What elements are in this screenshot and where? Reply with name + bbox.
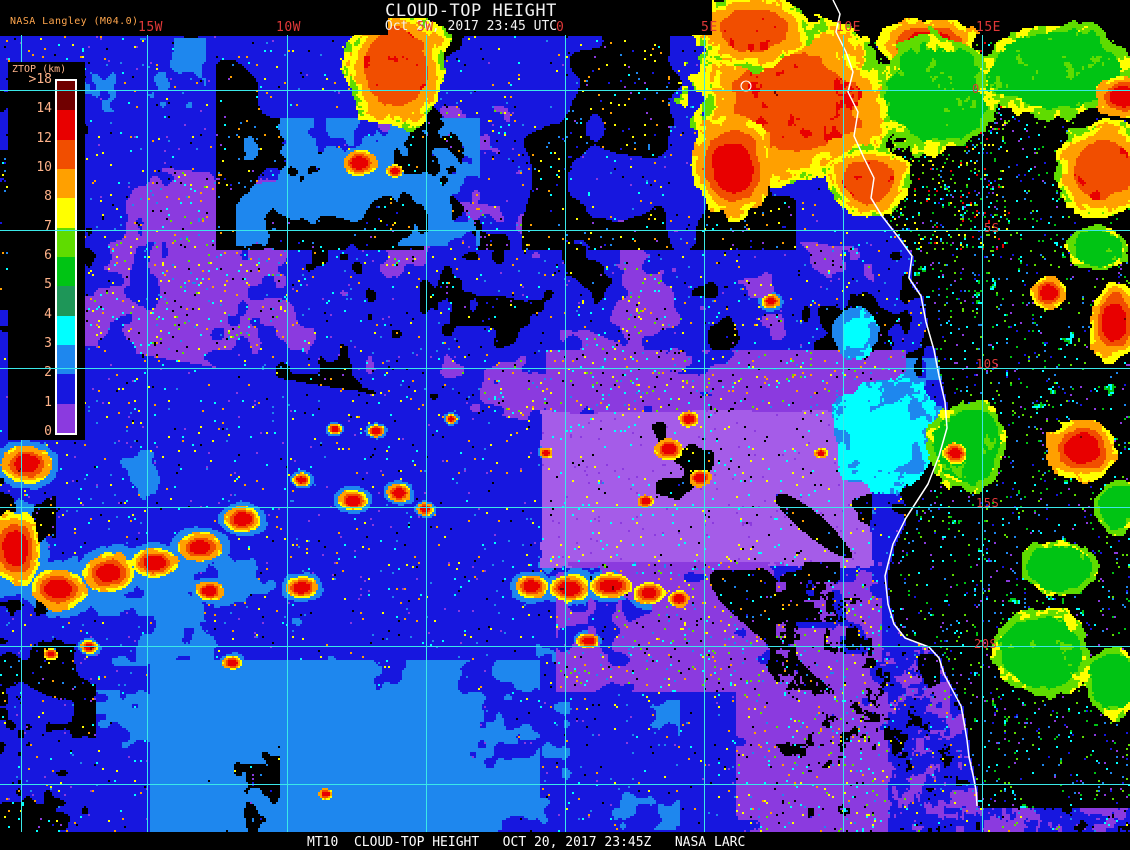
legend-color-swatch [57, 198, 75, 228]
legend-scale-label: 8 [44, 189, 52, 205]
legend-color-swatch [57, 315, 75, 345]
meridian-grid-line [287, 35, 288, 832]
meridian-grid-line [565, 35, 566, 832]
legend-color-swatch [57, 286, 75, 316]
latitude-label: 0 [972, 82, 980, 96]
legend-scale-label: 6 [44, 247, 52, 263]
legend-scale-label: 12 [36, 130, 52, 146]
top-mask-mid-left [0, 18, 388, 35]
legend-color-swatch [57, 403, 75, 433]
footer-bar: MT10 CLOUD-TOP HEIGHT OCT 20, 2017 23:45… [0, 832, 1130, 850]
height-scale-legend: ZTOP (km) >18 14 12 10 8 7 6 5 4 3 2 1 0 [8, 62, 85, 440]
parallel-grid-line [0, 784, 1130, 785]
longitude-label: 5E [701, 20, 718, 35]
legend-color-swatch [57, 374, 75, 404]
legend-scale-label: 10 [36, 159, 52, 175]
legend-scale-label: 3 [44, 335, 52, 351]
meridian-grid-line [843, 35, 844, 832]
longitude-label: 15E [976, 20, 1001, 35]
longitude-label: 0 [556, 20, 565, 35]
legend-color-swatch [57, 344, 75, 375]
longitude-label: 15W [138, 20, 163, 35]
longitude-label: 10W [276, 20, 301, 35]
legend-title: ZTOP (km) [12, 64, 67, 75]
legend-color-swatch [57, 139, 75, 169]
legend-scale-label: 0 [44, 423, 52, 439]
legend-scale-label: 7 [44, 218, 52, 234]
longitude-label: 10E [836, 20, 861, 35]
meridian-grid-line [704, 35, 705, 832]
legend-color-swatch [57, 227, 75, 257]
parallel-grid-line [0, 90, 1130, 91]
legend-scale-label: 14 [36, 101, 52, 117]
meridian-grid-line [982, 35, 983, 832]
map-datetime: Oct 20, 2017 23:45 UTC [384, 19, 558, 34]
legend-scale-label: 1 [44, 394, 52, 410]
legend-scale-label: >18 [28, 72, 52, 87]
parallel-grid-line [0, 368, 1130, 369]
footer-text: MT10 CLOUD-TOP HEIGHT OCT 20, 2017 23:45… [307, 835, 746, 850]
top-mask-mid-right [478, 18, 712, 35]
parallel-grid-line [0, 646, 1130, 647]
meridian-grid-line [147, 35, 148, 832]
latitude-label: 15S [976, 496, 1000, 510]
parallel-grid-line [0, 507, 1130, 508]
legend-color-swatch [57, 81, 75, 111]
legend-color-swatch [57, 110, 75, 140]
latitude-label: 20S [974, 637, 998, 651]
data-source-label: NASA Langley (M04.0) [10, 16, 139, 27]
latitude-label: 5S [984, 221, 1000, 235]
meridian-grid-line [426, 35, 427, 832]
legend-scale-label: 5 [44, 277, 52, 293]
legend-color-swatch [57, 168, 75, 199]
legend-color-bar [55, 79, 77, 435]
legend-scale-label: 4 [44, 306, 52, 322]
legend-scale-label: 2 [44, 365, 52, 381]
latitude-label: 10S [976, 357, 1000, 371]
parallel-grid-line [0, 230, 1130, 231]
longitude-label: 5W [417, 20, 434, 35]
map-title: CLOUD-TOP HEIGHT [385, 1, 557, 21]
legend-color-swatch [57, 256, 75, 287]
top-mask-left [0, 0, 712, 18]
